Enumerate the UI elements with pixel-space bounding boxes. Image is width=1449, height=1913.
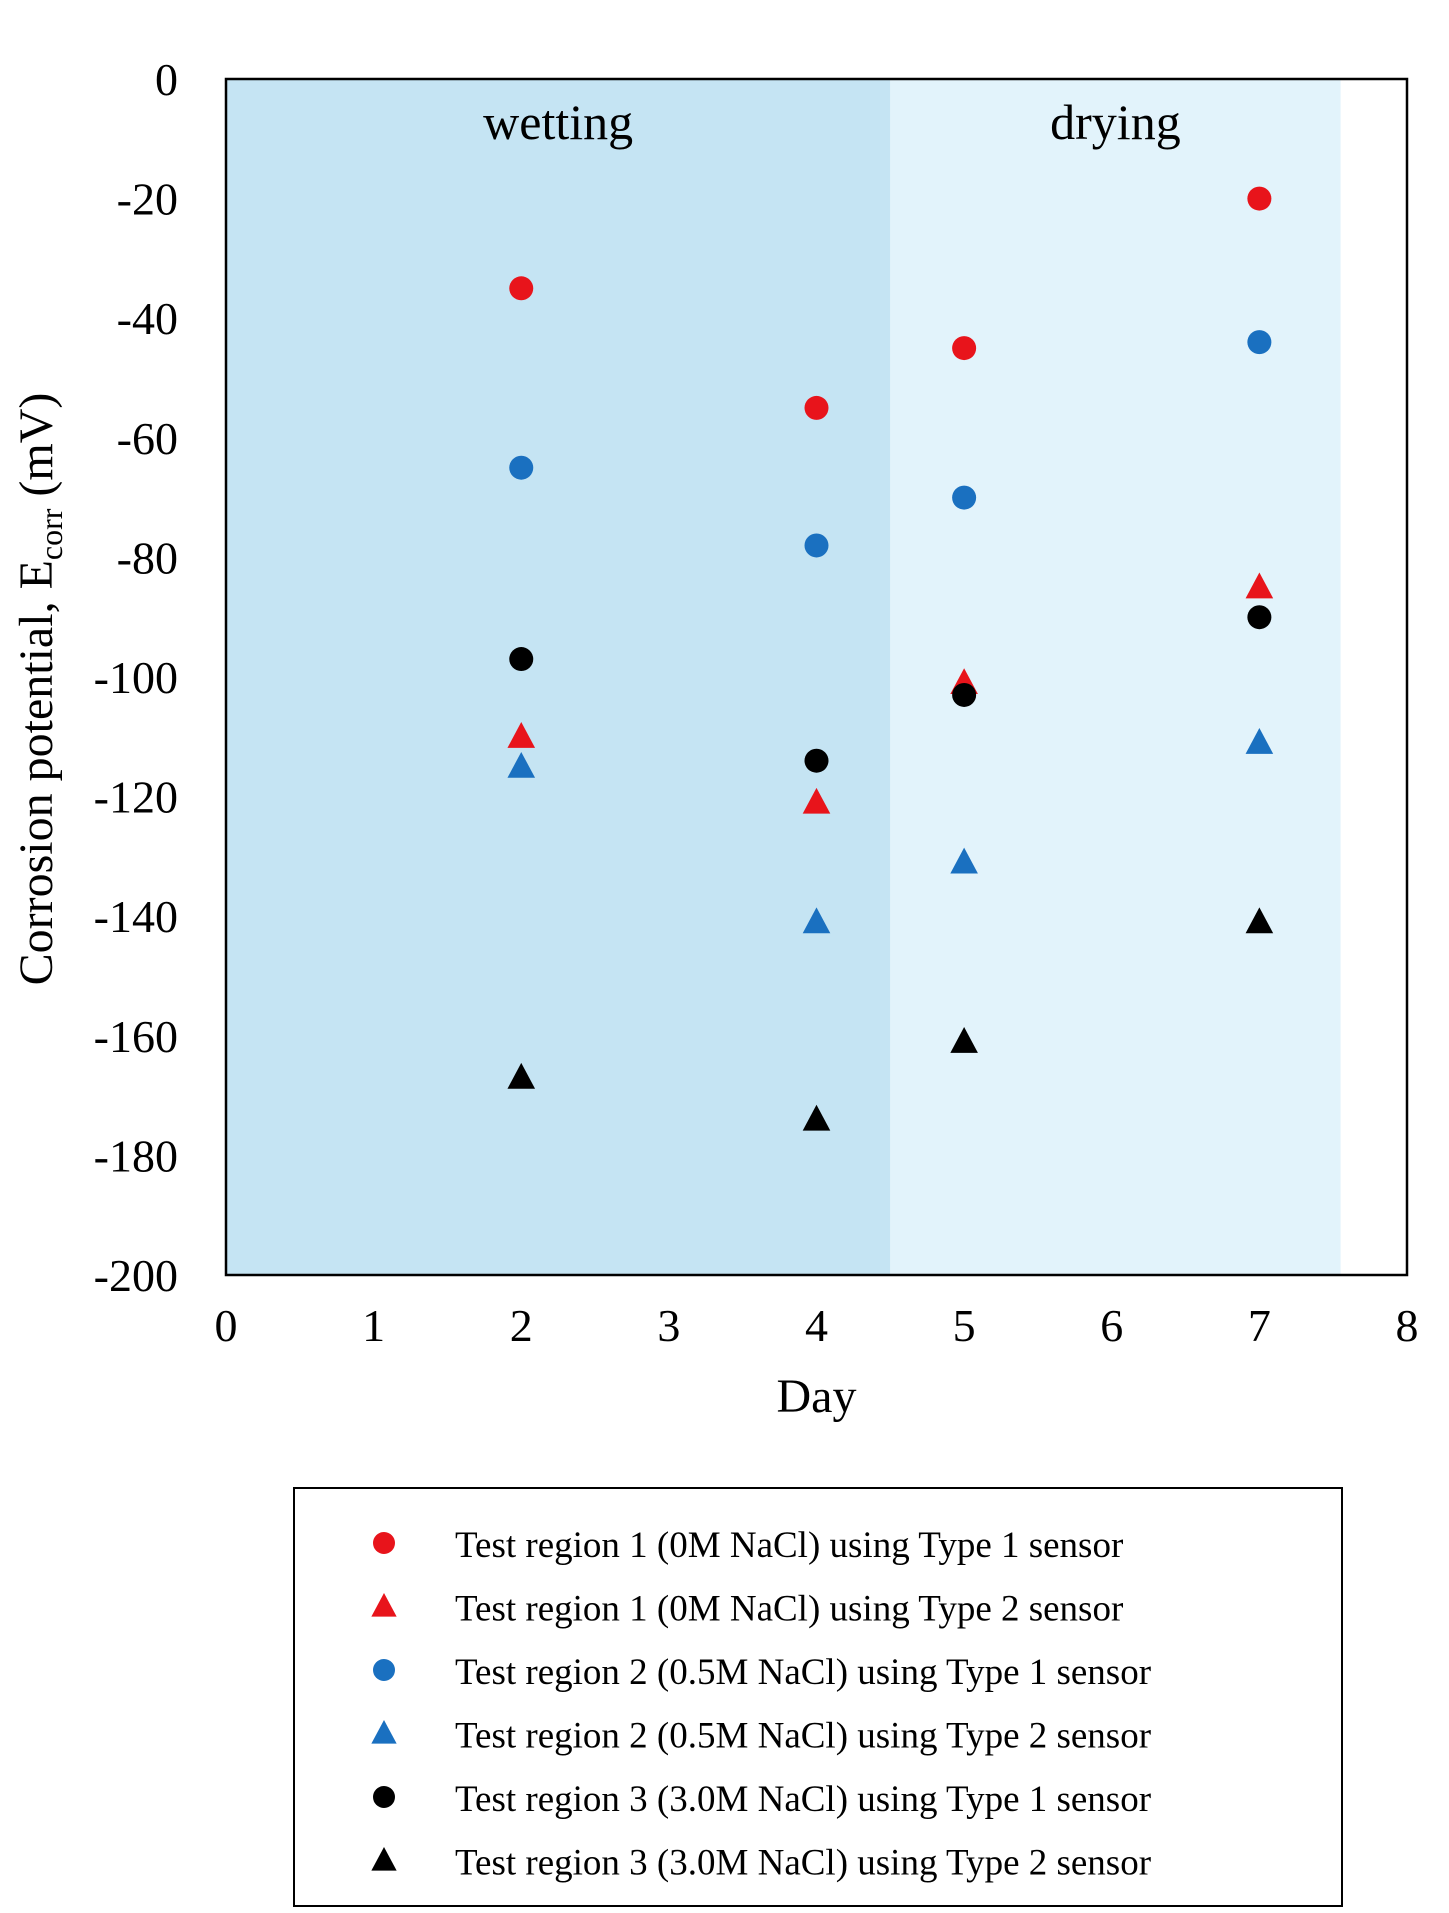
legend-marker (373, 1659, 395, 1681)
data-point-triangle (507, 751, 536, 778)
legend-item: Test region 3 (3.0M NaCl) using Type 2 s… (371, 1843, 1151, 1884)
data-point-triangle (950, 1027, 978, 1053)
x-axis-title: Day (777, 1370, 857, 1423)
data-point-triangle (507, 1062, 536, 1089)
x-tick-label: 3 (657, 1300, 680, 1351)
y-tick-label: -120 (94, 772, 178, 823)
data-point-circle (952, 682, 977, 707)
data-point-circle (1247, 605, 1272, 630)
x-tick-label: 2 (510, 1300, 533, 1351)
series-1 (509, 186, 1272, 420)
y-axis-title: Corrosion potential, Ecorr (mV) (10, 393, 69, 986)
x-tick-label: 1 (362, 1300, 385, 1351)
y-tick-label: -100 (94, 652, 178, 703)
band-wetting (226, 79, 891, 1275)
x-tick-label: 5 (953, 1300, 976, 1351)
y-tick-label: -140 (94, 891, 178, 942)
y-axis-title-unit: (mV) (10, 393, 63, 509)
legend-item: Test region 2 (0.5M NaCl) using Type 1 s… (373, 1652, 1151, 1693)
legend-marker (371, 1719, 397, 1744)
data-point-circle (804, 533, 829, 558)
data-point-triangle (1245, 907, 1274, 934)
legend-label: Test region 1 (0M NaCl) using Type 2 sen… (455, 1589, 1123, 1630)
x-tick-label: 6 (1100, 1300, 1123, 1351)
data-point-triangle (802, 1104, 831, 1131)
x-tick-label: 4 (805, 1300, 828, 1351)
legend-marker (373, 1532, 395, 1554)
y-tick-label: -180 (94, 1130, 178, 1181)
phase-band-labels: wetting drying (483, 94, 1181, 150)
data-point-triangle (802, 907, 831, 934)
series-4 (507, 728, 1274, 934)
data-point-circle (1247, 186, 1272, 211)
legend-label: Test region 2 (0.5M NaCl) using Type 2 s… (455, 1716, 1151, 1757)
x-tick-label: 8 (1396, 1300, 1419, 1351)
data-point-circle (804, 395, 829, 420)
y-tick-label: -160 (94, 1011, 178, 1062)
legend-label: Test region 3 (3.0M NaCl) using Type 2 s… (455, 1843, 1151, 1884)
y-tick-label: -20 (117, 174, 178, 225)
data-point-triangle (802, 787, 831, 814)
data-point-circle (1247, 330, 1272, 355)
data-point-circle (509, 455, 534, 480)
x-axis-tick-labels: 0 1 2 3 4 5 6 7 8 (215, 1300, 1419, 1351)
legend-marker (373, 1786, 395, 1808)
plot-area-frame (224, 77, 1409, 1277)
series-6 (507, 907, 1274, 1131)
y-tick-label: -80 (117, 532, 178, 583)
band-drying (890, 79, 1341, 1275)
legend-marker (371, 1592, 397, 1617)
legend-item: Test region 1 (0M NaCl) using Type 2 sen… (371, 1589, 1123, 1630)
data-points (507, 186, 1274, 1131)
y-axis-tick-labels: 0 -20 -40 -60 -80 -100 -120 -140 -160 -180 -200 (94, 54, 178, 1301)
y-tick-label: -60 (117, 413, 178, 464)
data-point-triangle (1245, 728, 1274, 754)
y-axis-title-subscript: corr (33, 508, 69, 560)
data-point-triangle (507, 722, 536, 748)
x-tick-label: 0 (215, 1300, 238, 1351)
legend-box (293, 1487, 1343, 1907)
legend-marker (371, 1846, 397, 1871)
y-tick-label: 0 (155, 54, 178, 105)
legend-item: Test region 2 (0.5M NaCl) using Type 2 s… (371, 1716, 1151, 1757)
phase-bands (226, 79, 1341, 1275)
legend-item: Test region 1 (0M NaCl) using Type 1 sen… (373, 1525, 1123, 1566)
legend-item: Test region 3 (3.0M NaCl) using Type 1 s… (373, 1779, 1151, 1820)
y-tick-label: -40 (117, 293, 178, 344)
legend: Test region 1 (0M NaCl) using Type 1 sen… (371, 1525, 1151, 1884)
x-tick-label: 7 (1248, 1300, 1271, 1351)
data-point-triangle (1245, 572, 1274, 599)
legend-label: Test region 2 (0.5M NaCl) using Type 1 s… (455, 1652, 1151, 1693)
legend-label: Test region 3 (3.0M NaCl) using Type 1 s… (455, 1779, 1151, 1820)
data-point-triangle (950, 847, 978, 874)
data-point-circle (952, 485, 977, 510)
data-point-circle (804, 748, 829, 773)
y-axis-title-main: Corrosion potential, E (10, 560, 63, 985)
data-point-circle (509, 276, 534, 301)
data-point-circle (952, 336, 977, 361)
series-5 (509, 605, 1272, 773)
data-point-circle (509, 647, 534, 672)
band-label-drying: drying (1050, 94, 1181, 150)
legend-label: Test region 1 (0M NaCl) using Type 1 sen… (455, 1525, 1123, 1566)
y-tick-label: -200 (94, 1250, 178, 1301)
band-label-wetting: wetting (483, 94, 633, 150)
series-3 (509, 330, 1272, 558)
